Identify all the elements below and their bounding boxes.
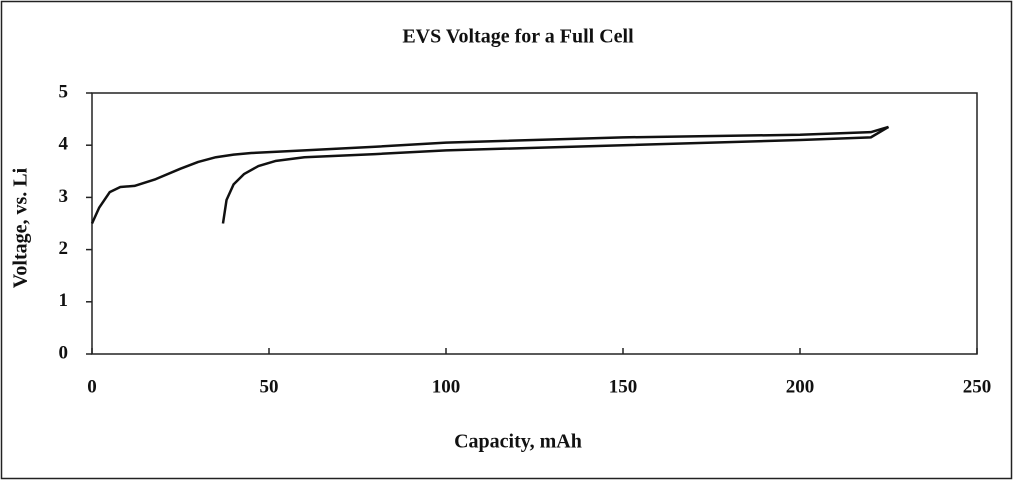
data-line (221, 125, 890, 224)
data-line (90, 125, 889, 225)
x-tick-label: 250 (963, 376, 992, 397)
x-tick-label: 50 (260, 376, 279, 397)
x-tick-label: 200 (786, 376, 815, 397)
chart-title: EVS Voltage for a Full Cell (402, 26, 634, 48)
y-tick-label: 0 (59, 342, 69, 363)
x-tick-label: 150 (609, 376, 638, 397)
x-tick-label: 0 (87, 376, 97, 397)
y-tick-label: 2 (59, 238, 69, 259)
y-tick-label: 3 (59, 186, 69, 207)
y-tick-label: 4 (59, 134, 69, 155)
y-tick-label: 5 (59, 81, 69, 102)
x-tick-label: 100 (432, 376, 461, 397)
y-tick-label: 1 (59, 290, 69, 311)
y-axis-label: Voltage, vs. Li (10, 167, 32, 288)
x-axis-label: Capacity, mAh (454, 431, 582, 453)
